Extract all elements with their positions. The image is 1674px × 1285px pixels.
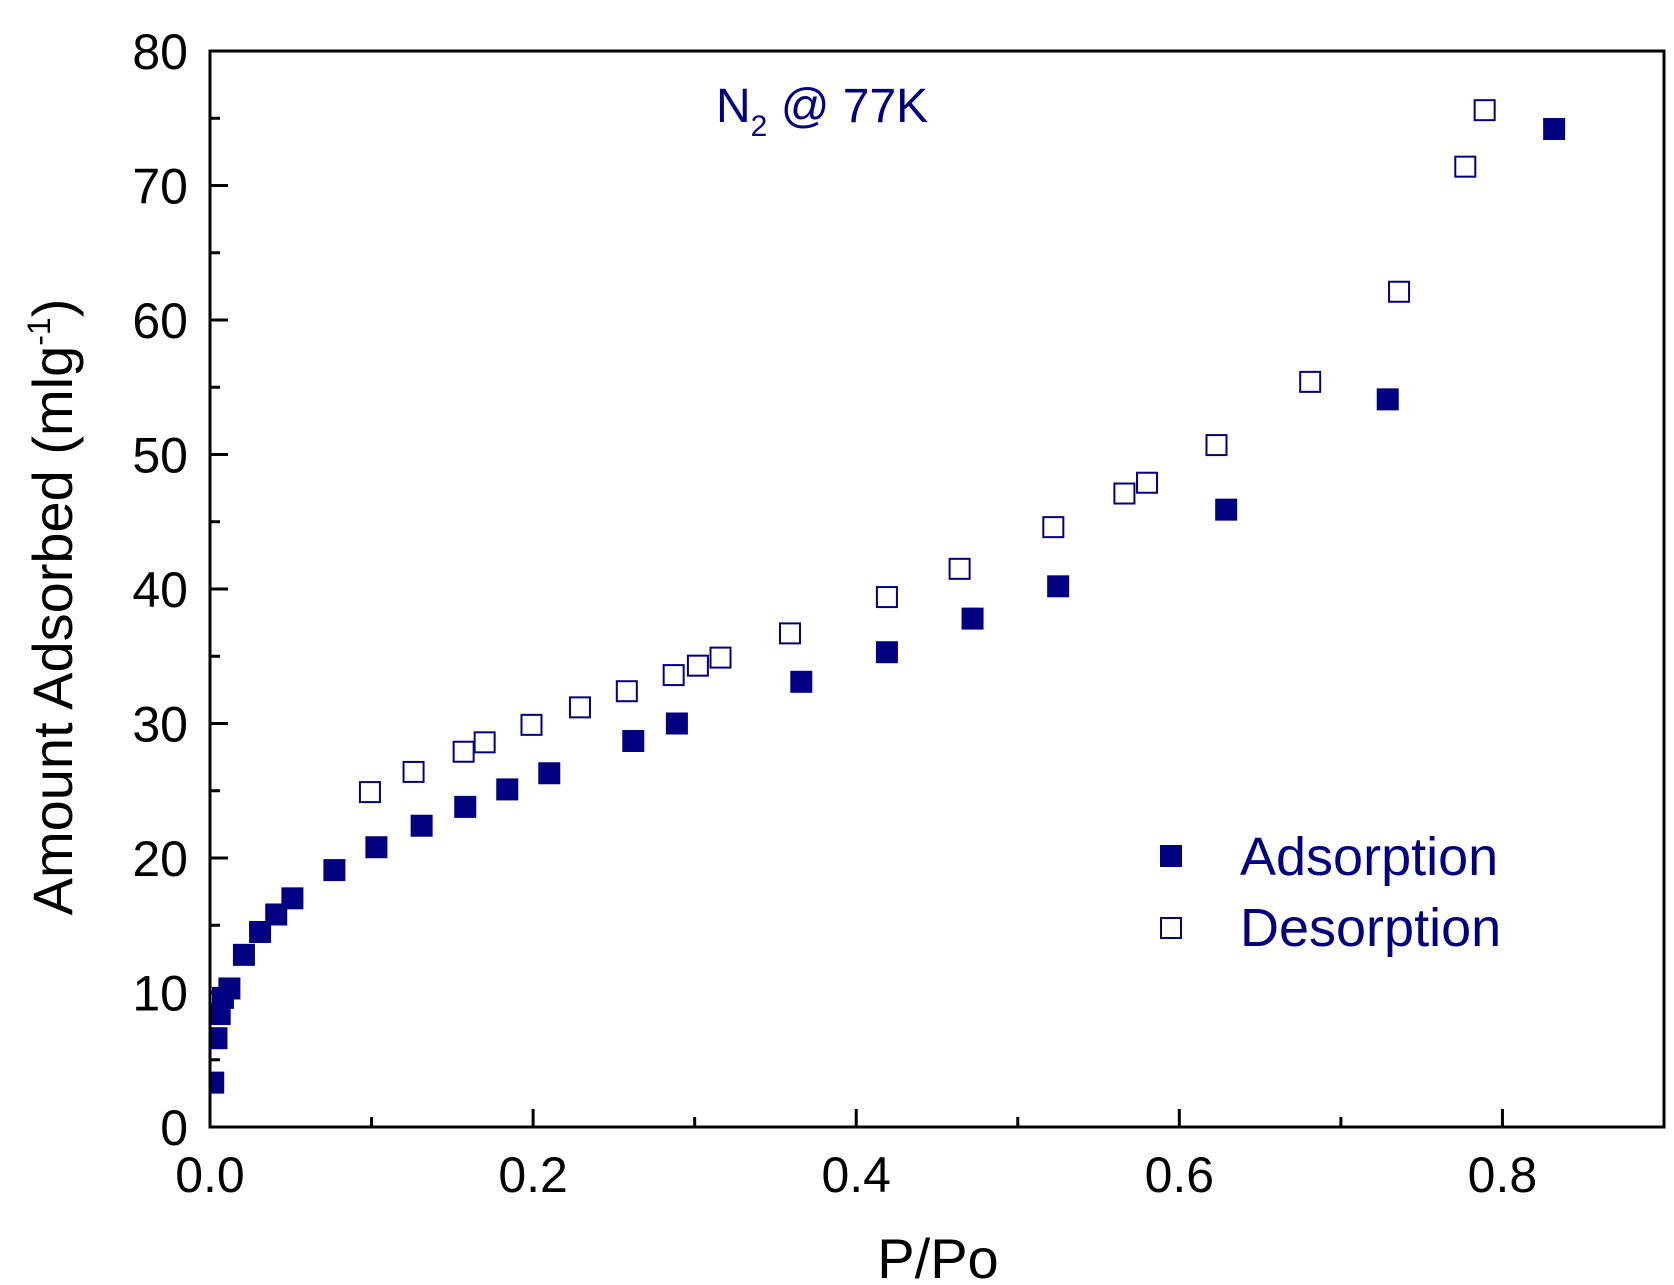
x-tick-label: 0.4: [821, 1147, 891, 1203]
y-tick-label: 30: [132, 697, 188, 753]
point-adsorption: [410, 814, 433, 837]
point-adsorption: [1215, 498, 1238, 521]
point-desorption: [452, 740, 475, 763]
legend-marker-desorption: [1160, 917, 1182, 939]
point-desorption: [358, 781, 381, 804]
y-tick-label: 50: [132, 428, 188, 484]
point-desorption: [948, 557, 971, 580]
point-adsorption: [218, 977, 241, 1000]
point-adsorption: [665, 712, 688, 735]
point-desorption: [686, 654, 709, 677]
point-adsorption: [249, 920, 272, 943]
point-adsorption: [496, 778, 519, 801]
point-desorption: [402, 760, 425, 783]
point-desorption: [473, 731, 496, 754]
point-adsorption: [210, 1027, 228, 1050]
point-adsorption: [961, 607, 984, 630]
point-desorption: [778, 622, 801, 645]
point-adsorption: [622, 729, 645, 752]
y-tick-label: 80: [132, 24, 188, 80]
y-axis-title-close: ): [21, 299, 84, 318]
point-adsorption: [538, 762, 561, 785]
point-desorption: [875, 586, 898, 609]
legend-label-desorption: Desorption: [1240, 898, 1501, 958]
y-axis-ticks: 0 10 20 30 40 50 60 70 80: [132, 24, 228, 1156]
y-tick-label: 20: [132, 831, 188, 887]
point-adsorption: [365, 836, 388, 859]
point-adsorption: [875, 641, 898, 664]
legend: Adsorption Desorption: [1160, 827, 1501, 958]
y-tick-label: 10: [132, 966, 188, 1022]
y-axis-title-superscript: -1: [21, 317, 57, 345]
y-tick-label: 70: [132, 159, 188, 215]
point-adsorption: [210, 1071, 225, 1094]
point-adsorption: [232, 943, 255, 966]
point-desorption: [1299, 370, 1322, 393]
point-adsorption: [790, 670, 813, 693]
point-adsorption: [1047, 575, 1070, 598]
point-desorption: [1388, 280, 1411, 303]
point-desorption: [1113, 482, 1136, 505]
data-points: [210, 99, 1566, 1094]
y-tick-label: 60: [132, 293, 188, 349]
x-tick-label: 0.6: [1145, 1147, 1215, 1203]
annotation-main: N: [716, 80, 751, 133]
y-axis-title-main: Amount Adsorbed (mlg: [21, 346, 84, 916]
y-tick-label: 40: [132, 562, 188, 618]
point-desorption: [709, 646, 732, 669]
point-adsorption: [1376, 388, 1399, 411]
legend-label-adsorption: Adsorption: [1240, 827, 1498, 887]
y-axis-title: Amount Adsorbed (mlg-1): [21, 299, 84, 916]
legend-marker-adsorption: [1160, 845, 1182, 867]
x-tick-label: 0.8: [1468, 1147, 1538, 1203]
x-tick-label: 0.2: [498, 1147, 568, 1203]
point-desorption: [520, 713, 543, 736]
annotation-rest: @ 77K: [767, 80, 928, 133]
point-desorption: [1042, 516, 1065, 539]
point-desorption: [615, 680, 638, 703]
point-adsorption: [454, 795, 477, 818]
point-desorption: [1454, 155, 1477, 178]
annotation-subscript: 2: [751, 110, 768, 143]
x-axis-title: P/Po: [877, 1227, 998, 1285]
y-tick-label: 0: [160, 1100, 188, 1156]
annotation-label: N2 @ 77K: [716, 80, 928, 143]
point-adsorption: [1543, 118, 1566, 141]
point-desorption: [1136, 471, 1159, 494]
x-axis-ticks: 0.0 0.2 0.4 0.6 0.8: [175, 1109, 1666, 1203]
point-desorption: [662, 664, 685, 687]
point-desorption: [568, 696, 591, 719]
plot-frame: [208, 49, 1666, 1129]
point-desorption: [1205, 434, 1228, 457]
point-adsorption: [281, 887, 304, 910]
x-tick-label: 0.0: [175, 1147, 245, 1203]
point-adsorption: [323, 859, 346, 882]
point-desorption: [1473, 99, 1496, 122]
